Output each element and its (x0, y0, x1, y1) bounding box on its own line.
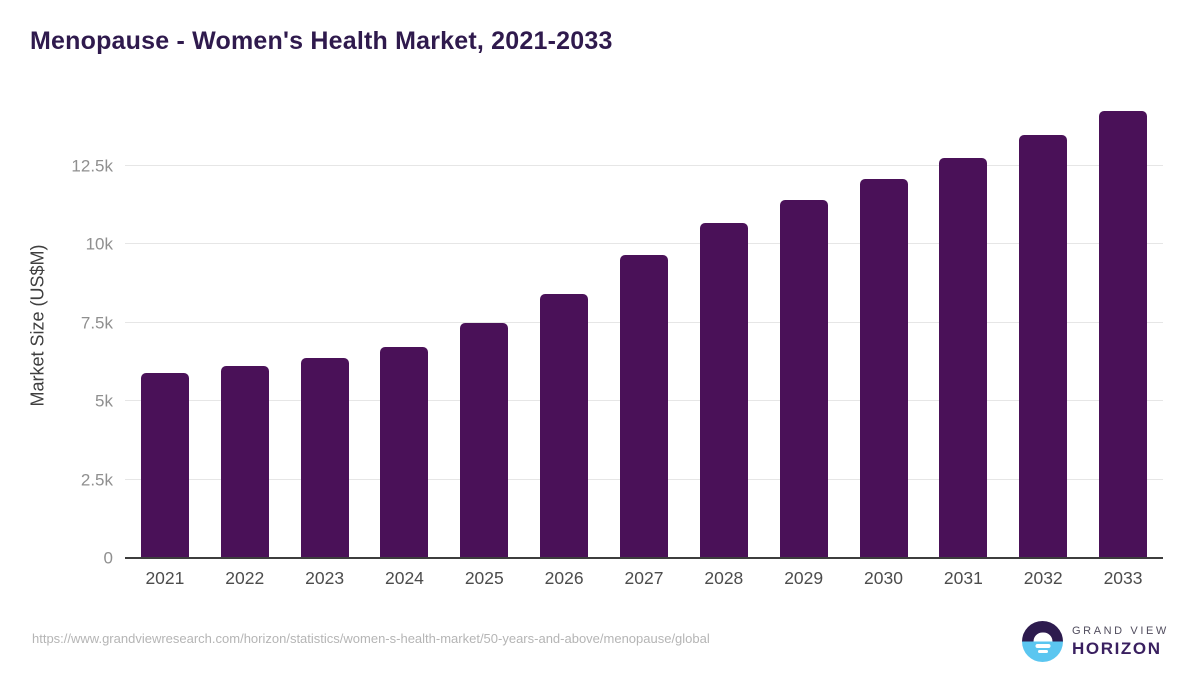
reflection-line (1037, 650, 1048, 653)
x-tick-label-2026: 2026 (544, 568, 584, 588)
y-tick-label-0: 0 (103, 548, 113, 568)
y-tick-label-10k: 10k (85, 234, 113, 254)
bar-2027[interactable] (619, 255, 668, 558)
reflection-line (1035, 644, 1050, 648)
y-tick-label-2.5k: 2.5k (80, 470, 113, 490)
bar-2024[interactable] (380, 346, 429, 558)
y-tick-label-7.5k: 7.5k (80, 313, 113, 333)
y-axis-labels: 0 2.5k 5k 7.5k 10k 12.5k (0, 90, 113, 566)
bar-slot-2030 (844, 90, 924, 558)
bar-2031[interactable] (939, 157, 988, 558)
x-tick-label-2033: 2033 (1103, 568, 1143, 588)
bars (125, 90, 1163, 558)
plot-area (125, 90, 1163, 559)
bar-2022[interactable] (220, 366, 269, 558)
bar-slot-2032 (1003, 90, 1083, 558)
x-tick-label-2028: 2028 (704, 568, 744, 588)
bar-2023[interactable] (300, 357, 349, 558)
logo-text: GRAND VIEW HORIZON (1072, 625, 1169, 659)
bar-slot-2025 (444, 90, 524, 558)
bar-slot-2033 (1083, 90, 1163, 558)
x-tick-label-2025: 2025 (464, 568, 504, 588)
source-url: https://www.grandviewresearch.com/horizo… (32, 631, 710, 646)
x-axis-line (125, 557, 1163, 559)
sun-shape (1033, 632, 1052, 642)
bar-slot-2031 (923, 90, 1003, 558)
gridline-10k (125, 243, 1163, 245)
horizon-sunrise-icon (1022, 621, 1063, 662)
bar-2028[interactable] (699, 223, 748, 558)
bar-2021[interactable] (140, 372, 189, 558)
bar-slot-2028 (684, 90, 764, 558)
brand-logo: GRAND VIEW HORIZON (1022, 621, 1169, 662)
bar-slot-2026 (524, 90, 604, 558)
logo-horizon-label: HORIZON (1072, 638, 1162, 658)
x-tick-label-2022: 2022 (225, 568, 265, 588)
x-tick-label-2029: 2029 (784, 568, 824, 588)
bar-2032[interactable] (1019, 134, 1068, 558)
gridline-12.5k (125, 164, 1163, 166)
x-tick-label-2023: 2023 (305, 568, 345, 588)
bar-2029[interactable] (779, 199, 828, 558)
x-tick-label-2030: 2030 (864, 568, 903, 588)
bar-2026[interactable] (540, 293, 589, 558)
bar-slot-2022 (205, 90, 285, 558)
x-tick-label-2032: 2032 (1023, 568, 1063, 588)
bar-slot-2024 (365, 90, 445, 558)
y-tick-label-12.5k: 12.5k (71, 156, 113, 176)
y-tick-label-5k: 5k (95, 391, 113, 411)
bar-2025[interactable] (460, 322, 509, 558)
x-tick-label-2027: 2027 (624, 568, 664, 588)
bar-2033[interactable] (1099, 111, 1148, 558)
x-tick-label-2031: 2031 (943, 568, 983, 588)
bar-slot-2027 (604, 90, 684, 558)
logo-grand-view-label: GRAND VIEW (1072, 624, 1169, 637)
x-axis-labels: 2021 2022 2023 2024 2025 2026 2027 2028 2029 2030… (125, 568, 1163, 589)
bar-2030[interactable] (859, 178, 908, 558)
chart-title: Menopause - Women's Health Market, 2021-… (30, 27, 613, 55)
x-tick-label-2024: 2024 (384, 568, 424, 588)
bar-slot-2021 (125, 90, 205, 558)
bar-slot-2029 (764, 90, 844, 558)
bar-slot-2023 (285, 90, 365, 558)
x-tick-label-2021: 2021 (145, 568, 185, 588)
